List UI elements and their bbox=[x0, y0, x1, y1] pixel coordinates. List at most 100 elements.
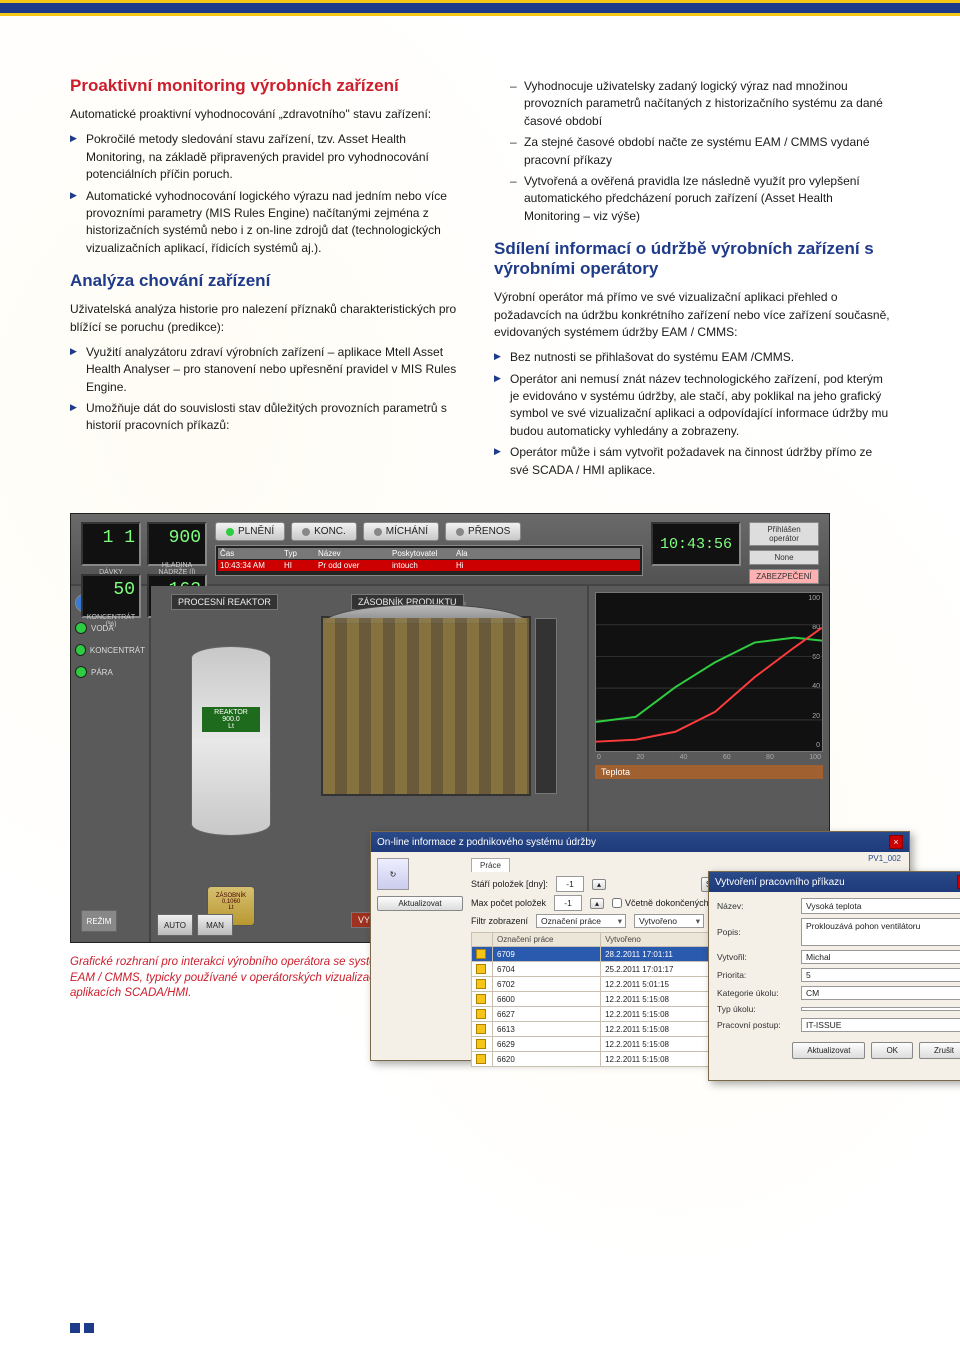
heading-analysis: Analýza chování zařízení bbox=[70, 271, 466, 291]
create-work-order-dialog: Vytvoření pracovního příkazu × Název:Vys… bbox=[708, 871, 960, 1081]
aktualizovat-button[interactable]: Aktualizovat bbox=[792, 1042, 865, 1059]
gauge-davky: 1 1DÁVKY bbox=[81, 522, 141, 566]
filter-select-1[interactable]: Označení práce bbox=[536, 914, 626, 928]
reactor-vessel[interactable]: REAKTOR900.0Lt bbox=[191, 646, 271, 836]
share-paragraph: Výrobní operátor má přímo ve své vizuali… bbox=[494, 289, 890, 341]
scada-left-panel: ? VODA KONCENTRÁT PÁRA REŽIM bbox=[71, 586, 151, 942]
field-label: Kategorie úkolu: bbox=[717, 988, 795, 998]
row-icon bbox=[476, 1054, 486, 1064]
bullet: Bez nutnosti se přihlašovat do systému E… bbox=[494, 349, 890, 366]
alarm-table: Čas Typ Název Poskytovatel Ala 10:43:34 … bbox=[215, 545, 643, 576]
status-michani[interactable]: MÍCHÁNÍ bbox=[363, 522, 439, 541]
filter-label: Filtr zobrazení bbox=[471, 916, 528, 926]
dialog-ident: PV1_002 bbox=[868, 854, 901, 863]
row-icon bbox=[476, 994, 486, 1004]
valve-icon[interactable] bbox=[75, 666, 87, 678]
operator-label: Přihlášen operátor bbox=[749, 522, 819, 546]
max-input[interactable]: -1 bbox=[554, 895, 582, 911]
gauge-koncentrat: 50KONCENTRÁT (%) bbox=[81, 574, 141, 618]
inflow-para: PÁRA bbox=[75, 666, 145, 678]
valve-icon[interactable] bbox=[75, 644, 86, 656]
refresh-button[interactable]: Aktualizovat bbox=[377, 896, 463, 911]
bullet-list-2: Využití analyzátoru zdraví výrobních zař… bbox=[70, 344, 466, 435]
ok-button[interactable]: OK bbox=[871, 1042, 913, 1059]
field-label: Max počet položek bbox=[471, 898, 546, 908]
row-icon bbox=[476, 1009, 486, 1019]
field-label: Vytvořil: bbox=[717, 952, 795, 962]
filter-select-2[interactable]: Vytvořeno bbox=[634, 914, 704, 928]
chart-line-red bbox=[596, 628, 822, 742]
toggle-rezim: REŽIM bbox=[81, 910, 117, 932]
form-row: Pracovní postup: IT-ISSUE bbox=[717, 1018, 960, 1032]
select-field[interactable]: 5 bbox=[801, 968, 960, 982]
toggle-auto[interactable]: AUTO bbox=[157, 914, 193, 936]
form-row: Kategorie úkolu: CM bbox=[717, 986, 960, 1000]
select-field[interactable]: Michal bbox=[801, 950, 960, 964]
dialog-title: Vytvoření pracovního příkazu bbox=[715, 877, 845, 888]
bullet: Operátor ani nemusí znát název technolog… bbox=[494, 371, 890, 441]
dialog-title: On-line informace z podnikového systému … bbox=[377, 837, 596, 848]
zrušit-button[interactable]: Zrušit bbox=[919, 1042, 960, 1059]
row-icon bbox=[476, 1024, 486, 1034]
clock-display: 10:43:56 bbox=[651, 522, 741, 566]
select-field[interactable] bbox=[801, 1007, 960, 1011]
bullet-list-1: Pokročilé metody sledování stavu zařízen… bbox=[70, 131, 466, 257]
select-field[interactable]: IT-ISSUE bbox=[801, 1018, 960, 1032]
status-prenos[interactable]: PŘENOS bbox=[445, 522, 521, 541]
field-label: Popis: bbox=[717, 927, 795, 937]
footer-page-marker bbox=[70, 1323, 94, 1333]
dash-item: Vytvořená a ověřená pravidla lze následn… bbox=[510, 173, 890, 225]
page: Proaktivní monitoring výrobních zařízení… bbox=[0, 16, 960, 1353]
stepper-icon[interactable]: ▴ bbox=[590, 898, 604, 909]
chart-legend: Teplota bbox=[595, 765, 823, 779]
left-column: Proaktivní monitoring výrobních zařízení… bbox=[70, 76, 466, 489]
reactor-readout: REAKTOR900.0Lt bbox=[202, 707, 260, 732]
chart-line-green bbox=[596, 638, 822, 722]
row-icon bbox=[476, 1039, 486, 1049]
heading-share-info: Sdílení informací o údržbě výrobních zař… bbox=[494, 239, 890, 279]
form-row: Priorita:5 bbox=[717, 968, 960, 982]
bullet: Automatické vyhodnocování logického výra… bbox=[70, 188, 466, 258]
top-decorative-bar bbox=[0, 0, 960, 16]
analysis-paragraph: Uživatelská analýza historie pro nalezen… bbox=[70, 301, 466, 336]
dash-item: Za stejné časové období načte ze systému… bbox=[510, 134, 890, 169]
row-icon bbox=[476, 979, 486, 989]
gauge-group: 1 1DÁVKY 900HLADINA NÁDRŽE (l) 50KONCENT… bbox=[81, 522, 207, 576]
refresh-icon[interactable]: ↻ bbox=[377, 858, 409, 890]
security-badge[interactable]: ZABEZPEČENÍ bbox=[749, 569, 819, 584]
select-field[interactable]: CM bbox=[801, 986, 960, 1000]
status-plneni[interactable]: PLNĚNÍ bbox=[215, 522, 285, 541]
row-icon bbox=[476, 949, 486, 959]
stepper-icon[interactable]: ▴ bbox=[592, 879, 606, 890]
form-row: Vytvořil: Michal bbox=[717, 950, 960, 964]
row-icon bbox=[476, 964, 486, 974]
text-field[interactable]: Proklouzává pohon ventilátoru bbox=[801, 918, 960, 946]
age-input[interactable]: -1 bbox=[556, 876, 584, 892]
bullet-list-3: Bez nutnosti se přihlašovat do systému E… bbox=[494, 349, 890, 479]
side-badges: Přihlášen operátor None ZABEZPEČENÍ bbox=[749, 522, 819, 576]
tab-prace[interactable]: Práce bbox=[471, 858, 510, 872]
intro-paragraph: Automatické proaktivní vyhodnocování „zd… bbox=[70, 106, 466, 123]
bullet: Pokročilé metody sledování stavu zařízen… bbox=[70, 131, 466, 183]
operator-value: None bbox=[749, 550, 819, 565]
led-icon bbox=[456, 528, 464, 536]
alarm-row[interactable]: 10:43:34 AM HI Pr odd over intouch Hi bbox=[218, 560, 640, 571]
form-row: Popis: Proklouzává pohon ventilátoru bbox=[717, 918, 960, 946]
dialog-titlebar[interactable]: Vytvoření pracovního příkazu × bbox=[709, 872, 960, 892]
form-row: Typ úkolu: bbox=[717, 1004, 960, 1014]
screenshot-composite: 1 1DÁVKY 900HLADINA NÁDRŽE (l) 50KONCENT… bbox=[70, 513, 890, 943]
text-field[interactable]: Vysoká teplota bbox=[801, 898, 960, 914]
dialog-titlebar[interactable]: On-line informace z podnikového systému … bbox=[371, 832, 909, 852]
dash-item: Vyhodnocuje uživatelsky zadaný logický v… bbox=[510, 78, 890, 130]
status-tabs: PLNĚNÍ KONC. MÍCHÁNÍ PŘENOS bbox=[215, 522, 643, 541]
toggle-man[interactable]: MAN bbox=[197, 914, 233, 936]
status-konc[interactable]: KONC. bbox=[291, 522, 357, 541]
field-label: Stáří položek [dny]: bbox=[471, 879, 548, 889]
right-column: Vyhodnocuje uživatelsky zadaný logický v… bbox=[494, 76, 890, 489]
label-proc-reaktor: PROCESNÍ REAKTOR bbox=[171, 594, 278, 610]
product-tank[interactable] bbox=[321, 616, 531, 796]
scada-top-panel: 1 1DÁVKY 900HLADINA NÁDRŽE (l) 50KONCENT… bbox=[71, 514, 829, 586]
close-icon[interactable]: × bbox=[889, 835, 903, 849]
field-label: Pracovní postup: bbox=[717, 1020, 795, 1030]
inflow-koncentrat: KONCENTRÁT bbox=[75, 644, 145, 656]
